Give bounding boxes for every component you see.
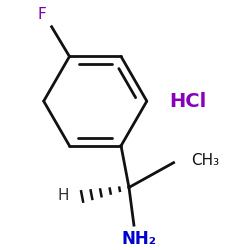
Text: NH₂: NH₂ [122, 230, 156, 248]
Text: CH₃: CH₃ [192, 153, 220, 168]
Text: HCl: HCl [169, 92, 206, 111]
Text: F: F [37, 7, 46, 22]
Text: H: H [58, 188, 69, 203]
